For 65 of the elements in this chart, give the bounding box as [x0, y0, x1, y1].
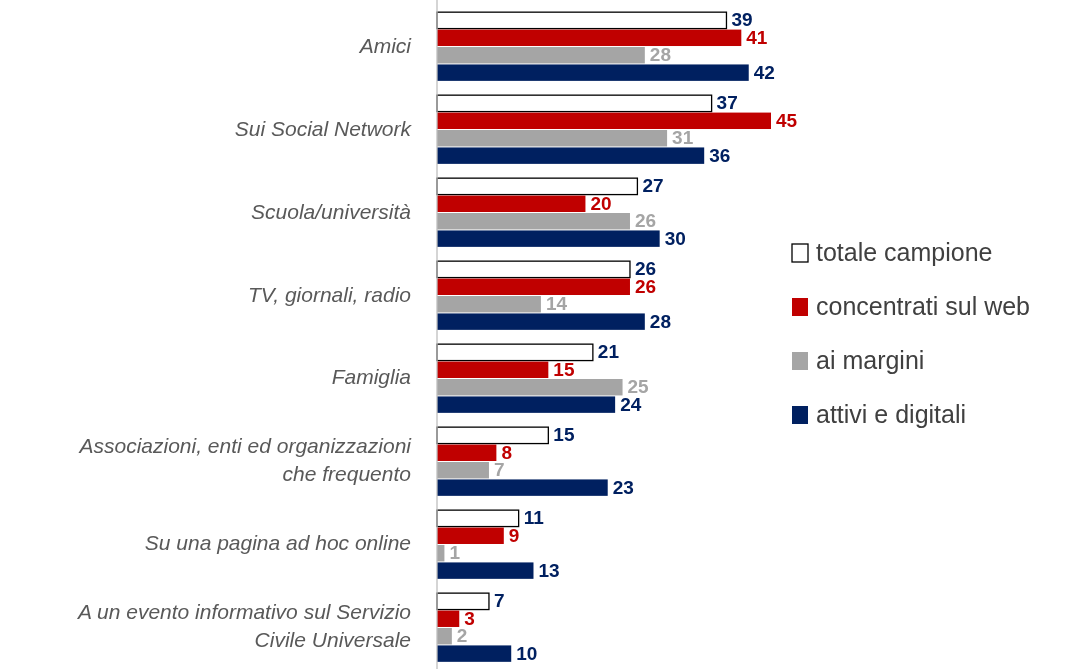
- bar: [437, 461, 489, 479]
- data-label: 26: [634, 210, 657, 232]
- data-label: 23: [612, 476, 634, 498]
- data-label: 9: [508, 524, 520, 546]
- data-label: 30: [664, 227, 686, 249]
- data-label: 1: [449, 542, 461, 564]
- bar: [437, 313, 645, 330]
- bar: [436, 11, 728, 30]
- legend-label: concentrati sul web: [816, 291, 1031, 320]
- bar: [437, 296, 541, 313]
- bar: [436, 509, 520, 528]
- data-label: 37: [716, 92, 738, 114]
- bar: [436, 426, 549, 445]
- y-tick-label: Scuola/università: [251, 199, 412, 223]
- bar: [437, 230, 660, 247]
- legend-label: attivi e digitali: [816, 399, 967, 428]
- y-tick-label: Associazioni, enti ed organizzazioni che frequento: [77, 434, 413, 486]
- y-tick-label: Amici: [357, 33, 413, 57]
- bar: [437, 396, 616, 413]
- y-tick-label: Sui Social Network: [234, 116, 413, 140]
- legend-label: ai margini: [816, 345, 925, 374]
- bar: [437, 627, 452, 645]
- bar: [437, 527, 504, 544]
- bar: [437, 610, 460, 627]
- y-tick-label: TV, giornali, radio: [247, 282, 412, 306]
- bar: [437, 278, 630, 295]
- data-label: 45: [776, 109, 798, 131]
- bar: [437, 479, 608, 496]
- y-tick-label: Famiglia: [331, 365, 411, 389]
- bar: [437, 361, 549, 378]
- y-tick-label: Su una pagina ad hoc online: [144, 531, 411, 555]
- data-label: 14: [545, 293, 568, 315]
- data-label: 20: [590, 192, 612, 214]
- data-label: 42: [753, 61, 775, 83]
- bar: [436, 592, 490, 611]
- bar: [437, 29, 742, 47]
- data-label: 11: [523, 507, 545, 529]
- data-label: 13: [538, 559, 560, 581]
- bar: [437, 147, 705, 164]
- bar: [437, 195, 586, 213]
- y-tick-label: A un evento informativo sul Servizio Civile Universale: [75, 600, 412, 652]
- legend-label: totale campione: [816, 237, 993, 266]
- data-label: 27: [642, 175, 664, 197]
- bar: [437, 562, 534, 579]
- bar: [437, 47, 645, 64]
- bar: [437, 213, 630, 230]
- data-label: 10: [516, 642, 538, 664]
- data-label: 15: [553, 358, 575, 380]
- data-label: 7: [493, 590, 505, 612]
- bar: [437, 112, 771, 130]
- bar: [437, 379, 623, 396]
- data-label: 15: [553, 424, 575, 446]
- bar: [436, 343, 594, 362]
- bar: [437, 130, 668, 147]
- bar: [436, 177, 639, 196]
- bar: [437, 444, 497, 461]
- bar: [437, 64, 749, 81]
- data-label: 28: [649, 44, 671, 66]
- bar: [436, 94, 713, 113]
- data-label: 28: [649, 310, 671, 332]
- data-label: 36: [709, 144, 731, 166]
- data-label: 31: [672, 127, 694, 149]
- bar: [436, 260, 631, 279]
- bar: [437, 645, 512, 662]
- data-label: 21: [597, 341, 620, 363]
